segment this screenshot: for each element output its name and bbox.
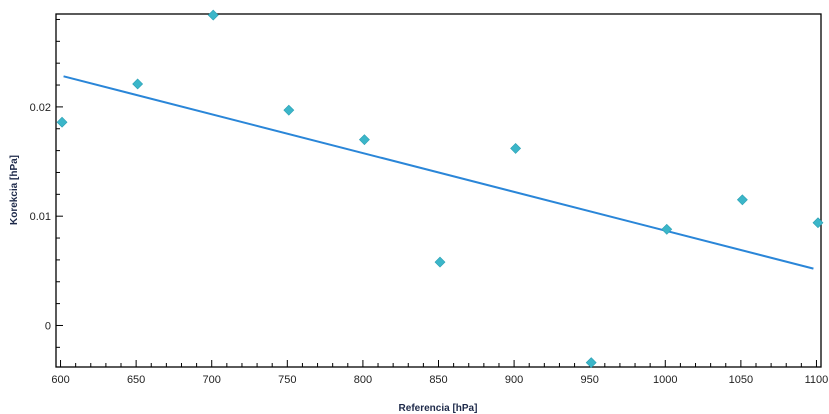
x-tick-label: 850 bbox=[429, 374, 447, 386]
trend-line bbox=[63, 75, 814, 270]
data-point bbox=[283, 104, 295, 116]
data-layer bbox=[56, 9, 824, 369]
y-tick-label: 0.01 bbox=[30, 211, 51, 223]
data-point bbox=[434, 256, 446, 268]
y-axis-title: Korekcia [hPa] bbox=[9, 155, 20, 225]
data-point bbox=[812, 217, 824, 229]
x-axis-title: Referencia [hPa] bbox=[399, 403, 478, 414]
x-tick-label: 650 bbox=[127, 374, 145, 386]
x-tick-label: 950 bbox=[581, 374, 599, 386]
x-tick-label: 700 bbox=[203, 374, 221, 386]
data-point bbox=[736, 194, 748, 206]
x-tick-label: 800 bbox=[354, 374, 372, 386]
x-tick-label: 1100 bbox=[805, 374, 829, 386]
data-point bbox=[585, 357, 597, 369]
x-tick-label: 1050 bbox=[729, 374, 753, 386]
x-axis-ticks: 600 650 700 750 800 850 900 950 1000 1050 1100 bbox=[51, 360, 828, 386]
x-tick-label: 1000 bbox=[653, 374, 677, 386]
data-point bbox=[510, 142, 522, 154]
data-point bbox=[207, 9, 219, 21]
x-tick-label: 900 bbox=[505, 374, 523, 386]
y-tick-label: 0 bbox=[45, 320, 51, 332]
x-tick-label: 750 bbox=[278, 374, 296, 386]
y-tick-label: 0.02 bbox=[30, 102, 51, 114]
y-axis-ticks: 0 0.01 0.02 bbox=[30, 18, 63, 348]
x-tick-label: 600 bbox=[51, 374, 69, 386]
data-point bbox=[132, 78, 144, 90]
data-point bbox=[358, 134, 370, 146]
plot-frame bbox=[55, 13, 822, 368]
data-point bbox=[56, 116, 68, 128]
data-point bbox=[661, 223, 673, 235]
